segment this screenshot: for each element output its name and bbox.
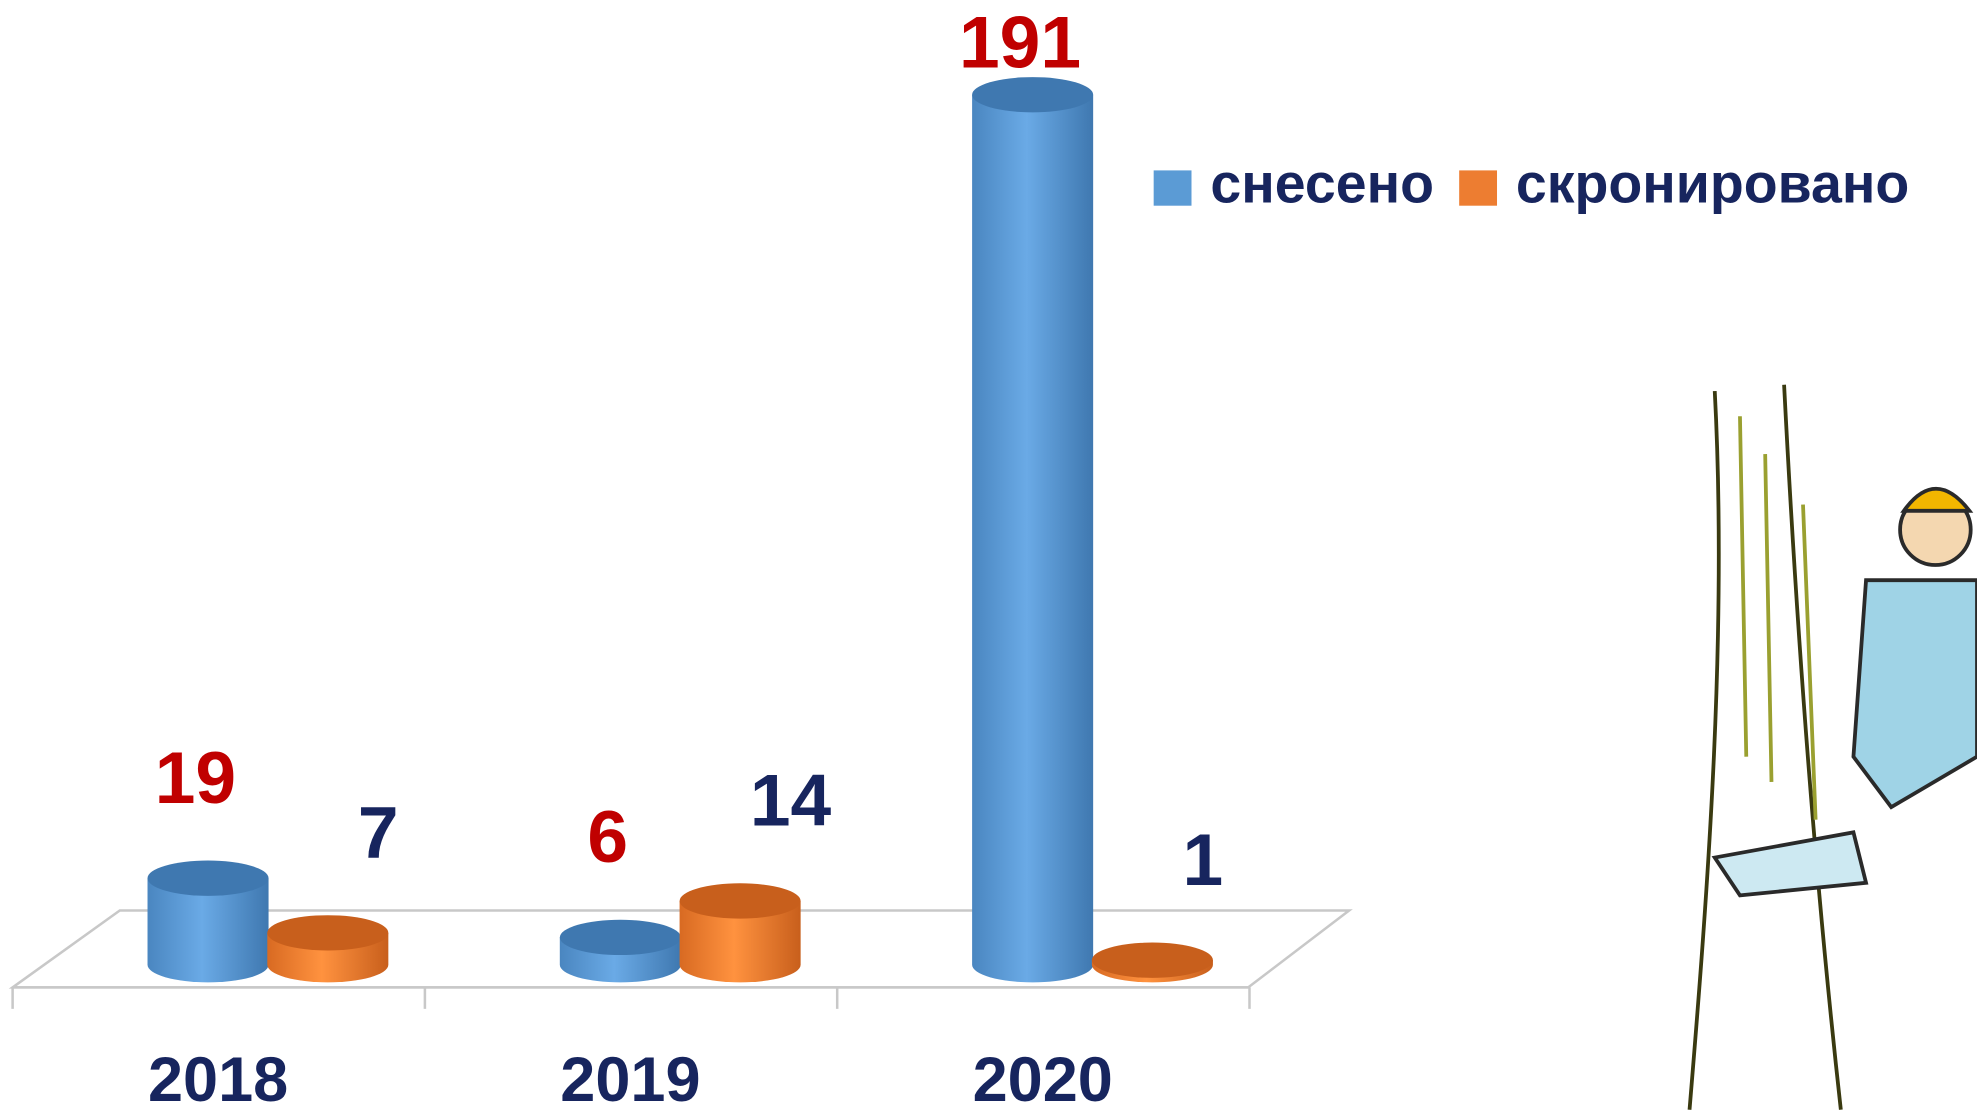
- x-tick-label: 2019: [560, 1045, 700, 1115]
- bar-body: [972, 94, 1094, 983]
- legend-swatch: [1153, 170, 1192, 206]
- bar: [679, 883, 801, 983]
- x-tick-label: 2018: [148, 1045, 288, 1115]
- data-label: 1: [1183, 820, 1224, 901]
- bar: [972, 77, 1094, 983]
- data-label: 14: [750, 761, 832, 842]
- bar: [1091, 942, 1213, 983]
- legend-swatch: [1459, 170, 1498, 206]
- bar-top: [559, 919, 681, 956]
- bar: [147, 860, 269, 983]
- illustration: [1687, 384, 1977, 1110]
- data-label: 7: [358, 793, 399, 874]
- x-tick-label: 2020: [973, 1045, 1113, 1115]
- data-label: 19: [155, 738, 236, 819]
- bar-body: [147, 878, 269, 983]
- bar: [559, 919, 681, 983]
- bar-body: [679, 900, 801, 983]
- legend-label: скронировано: [1516, 153, 1909, 215]
- data-label: 191: [959, 2, 1081, 83]
- data-label: 6: [587, 797, 628, 878]
- bar: [267, 915, 389, 983]
- bar-top: [267, 915, 389, 951]
- bar-top: [972, 77, 1094, 113]
- bar-top: [1091, 942, 1213, 978]
- bar-top: [147, 860, 269, 896]
- legend-label: снесено: [1210, 153, 1434, 215]
- bar-top: [679, 883, 801, 919]
